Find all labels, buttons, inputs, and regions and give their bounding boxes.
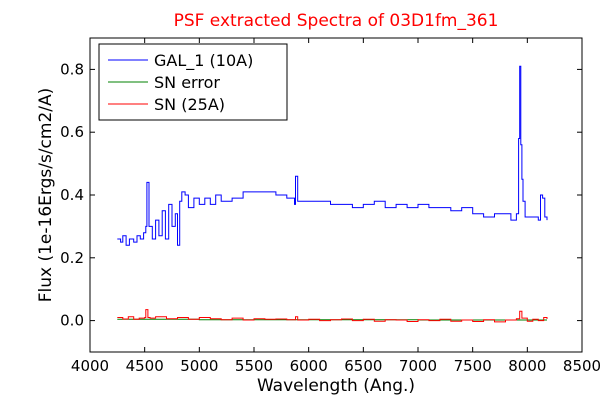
x-tick-label: 6000 [290, 357, 328, 375]
y-tick-label: 0.4 [60, 186, 84, 204]
legend-entry-2: SN error [154, 73, 220, 92]
plot-area [117, 65, 548, 323]
x-tick-label: 8000 [508, 357, 546, 375]
x-tick-label: 4500 [126, 357, 164, 375]
legend: GAL_1 (10A) SN error SN (25A) [98, 43, 288, 121]
y-tick-label: 0.0 [60, 312, 84, 330]
y-axis-label: Flux (1e-16Ergs/s/cm2/A) [36, 88, 56, 303]
chart-title: PSF extracted Spectra of 03D1fm_361 [174, 11, 499, 31]
x-axis: 4000 4500 5000 5500 6000 6500 7000 7500 8000 8500 [71, 38, 600, 375]
x-tick-label: 6500 [344, 357, 382, 375]
x-tick-label: 7500 [454, 357, 492, 375]
y-tick-label: 0.8 [60, 60, 84, 78]
x-tick-label: 7000 [399, 357, 437, 375]
x-tick-label: 4000 [71, 357, 109, 375]
series-line-3 [117, 309, 548, 323]
x-tick-label: 8500 [563, 357, 600, 375]
x-axis-label: Wavelength (Ang.) [257, 376, 415, 396]
y-tick-label: 0.6 [60, 123, 84, 141]
legend-entry-3: SN (25A) [154, 95, 225, 114]
x-tick-label: 5500 [235, 357, 273, 375]
y-tick-label: 0.2 [60, 249, 84, 267]
series-line-1 [117, 65, 548, 246]
x-tick-label: 5000 [180, 357, 218, 375]
legend-entry-1: GAL_1 (10A) [154, 51, 253, 71]
y-axis: 0.0 0.2 0.4 0.6 0.8 [60, 60, 582, 330]
